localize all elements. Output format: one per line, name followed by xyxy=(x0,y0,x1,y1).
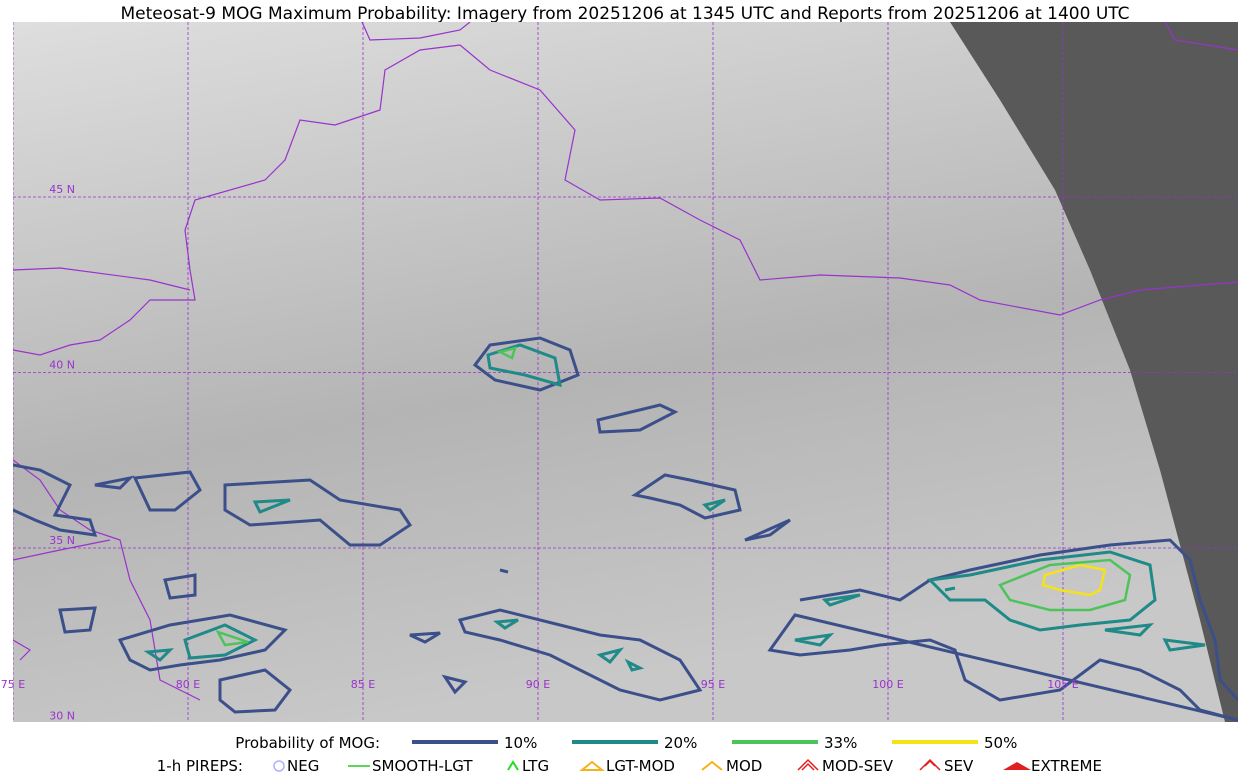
lon-label: 80 E xyxy=(176,678,200,691)
pirep-label: SMOOTH-LGT xyxy=(372,757,473,775)
pirep-label: LTG xyxy=(522,757,549,775)
pirep-icon xyxy=(273,760,285,772)
lon-label: 95 E xyxy=(701,678,725,691)
contours xyxy=(13,336,1238,722)
legend-title: Probability of MOG: xyxy=(235,734,380,752)
pirep-icon xyxy=(1003,762,1031,770)
lon-label: 75 E xyxy=(1,678,25,691)
pirep-label: NEG xyxy=(287,757,319,775)
pirep-icon xyxy=(919,758,941,771)
borders xyxy=(13,22,1238,701)
title: Meteosat-9 MOG Maximum Probability: Imag… xyxy=(120,4,1129,24)
legend-label: 20% xyxy=(664,734,697,752)
pirep-label: SEV xyxy=(944,757,974,775)
graticule xyxy=(13,22,1238,722)
lat-label: 45 N xyxy=(49,183,75,196)
lon-label: 85 E xyxy=(351,678,375,691)
pirep-icon xyxy=(507,760,519,771)
pirep-label: MOD-SEV xyxy=(822,757,894,775)
pirep-icon xyxy=(701,760,723,771)
pirep-label: EXTREME xyxy=(1031,757,1102,775)
lat-label: 30 N xyxy=(49,710,75,723)
legend-label: 50% xyxy=(984,734,1017,752)
legend-label: 10% xyxy=(504,734,537,752)
pireps-title: 1-h PIREPS: xyxy=(157,757,243,775)
pirep-label: LGT-MOD xyxy=(606,757,675,775)
legend: Probability of MOG: 10% 20% 33% 50% 1-h PIREP… xyxy=(157,734,1102,775)
pirep-icon xyxy=(797,758,819,771)
pirep-icon xyxy=(579,760,605,771)
lon-label: 90 E xyxy=(526,678,550,691)
lon-label: 100 E xyxy=(872,678,903,691)
lat-label: 40 N xyxy=(49,359,75,372)
lon-label: 105 E xyxy=(1047,678,1078,691)
lat-label: 35 N xyxy=(49,534,75,547)
legend-label: 33% xyxy=(824,734,857,752)
pirep-label: MOD xyxy=(726,757,762,775)
map xyxy=(13,22,1238,722)
